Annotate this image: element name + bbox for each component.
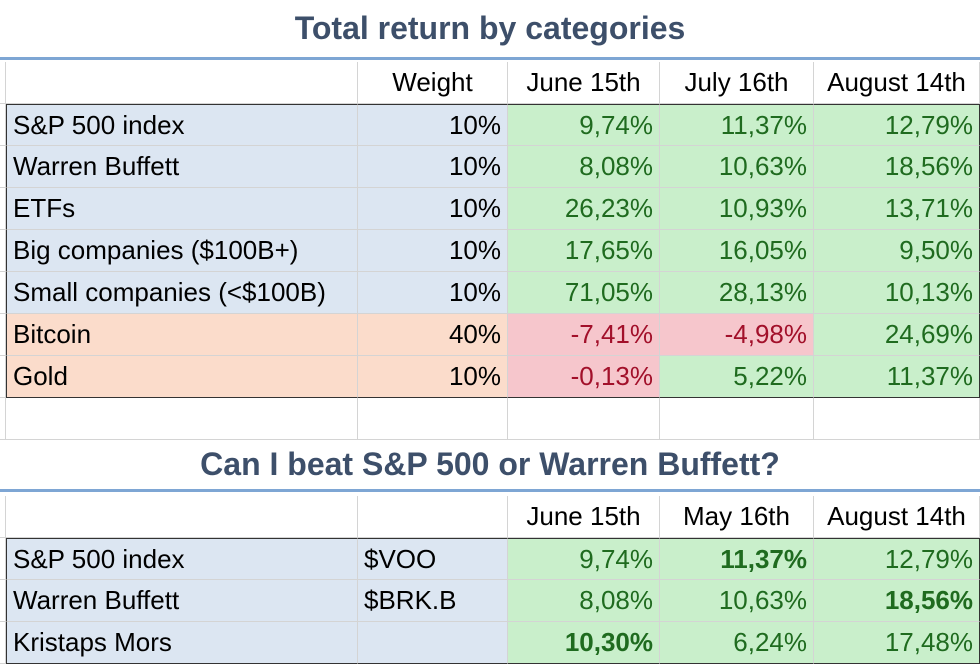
table-row: Gold 10% -0,13% 5,22% 11,37% xyxy=(0,356,980,398)
table-row: Bitcoin 40% -7,41% -4,98% 24,69% xyxy=(0,314,980,356)
table-row: S&P 500 index 10% 9,74% 11,37% 12,79% xyxy=(0,104,980,146)
empty-row xyxy=(0,398,980,440)
row-label: Small companies (<$100B) xyxy=(6,272,358,314)
table-row: S&P 500 index $VOO 9,74% 11,37% 12,79% xyxy=(0,538,980,580)
value-cell: 12,79% xyxy=(814,104,980,146)
value-cell: 24,69% xyxy=(814,314,980,356)
value-cell: 13,71% xyxy=(814,188,980,230)
row-label: S&P 500 index xyxy=(6,538,358,580)
row-label: Big companies ($100B+) xyxy=(6,230,358,272)
weight-cell: 10% xyxy=(358,146,508,188)
table1-header-row: Weight June 15th July 16th August 14th xyxy=(0,62,980,104)
value-cell: 6,24% xyxy=(660,622,814,664)
header-date-3: August 14th xyxy=(814,62,980,104)
weight-cell: 10% xyxy=(358,272,508,314)
value-cell: 17,48% xyxy=(814,622,980,664)
header-date-2: July 16th xyxy=(660,62,814,104)
row-label: Gold xyxy=(6,356,358,398)
weight-cell: 10% xyxy=(358,188,508,230)
value-cell: 9,50% xyxy=(814,230,980,272)
value-cell: 9,74% xyxy=(508,104,660,146)
row-label: Warren Buffett xyxy=(6,146,358,188)
value-cell: 11,37% xyxy=(814,356,980,398)
value-cell: 18,56% xyxy=(814,580,980,622)
table2-title: Can I beat S&P 500 or Warren Buffett? xyxy=(0,440,980,492)
row-label: ETFs xyxy=(6,188,358,230)
value-cell: 9,74% xyxy=(508,538,660,580)
header-date-1: June 15th xyxy=(508,496,660,538)
value-cell: 10,13% xyxy=(814,272,980,314)
ticker-cell: $VOO xyxy=(358,538,508,580)
row-label: Bitcoin xyxy=(6,314,358,356)
table-row: ETFs 10% 26,23% 10,93% 13,71% xyxy=(0,188,980,230)
row-label: S&P 500 index xyxy=(6,104,358,146)
header-date-2: May 16th xyxy=(660,496,814,538)
value-cell: -0,13% xyxy=(508,356,660,398)
table-row: Warren Buffett $BRK.B 8,08% 10,63% 18,56… xyxy=(0,580,980,622)
table-row: Small companies (<$100B) 10% 71,05% 28,1… xyxy=(0,272,980,314)
value-cell: 11,37% xyxy=(660,538,814,580)
value-cell: 17,65% xyxy=(508,230,660,272)
table1-title: Total return by categories xyxy=(0,0,980,60)
row-label: Warren Buffett xyxy=(6,580,358,622)
value-cell: 5,22% xyxy=(660,356,814,398)
value-cell: -7,41% xyxy=(508,314,660,356)
header-date-1: June 15th xyxy=(508,62,660,104)
header-date-3: August 14th xyxy=(814,496,980,538)
header-weight: Weight xyxy=(358,62,508,104)
table-row: Kristaps Mors 10,30% 6,24% 17,48% xyxy=(0,622,980,664)
value-cell: -4,98% xyxy=(660,314,814,356)
weight-cell: 10% xyxy=(358,356,508,398)
value-cell: 10,93% xyxy=(660,188,814,230)
value-cell: 26,23% xyxy=(508,188,660,230)
value-cell: 71,05% xyxy=(508,272,660,314)
row-label: Kristaps Mors xyxy=(6,622,358,664)
weight-cell: 10% xyxy=(358,104,508,146)
ticker-cell: $BRK.B xyxy=(358,580,508,622)
value-cell: 10,63% xyxy=(660,580,814,622)
value-cell: 12,79% xyxy=(814,538,980,580)
table-row: Warren Buffett 10% 8,08% 10,63% 18,56% xyxy=(0,146,980,188)
value-cell: 8,08% xyxy=(508,580,660,622)
table2-header-row: June 15th May 16th August 14th xyxy=(0,496,980,538)
value-cell: 11,37% xyxy=(660,104,814,146)
table-row: Big companies ($100B+) 10% 17,65% 16,05%… xyxy=(0,230,980,272)
value-cell: 28,13% xyxy=(660,272,814,314)
ticker-cell xyxy=(358,622,508,664)
weight-cell: 10% xyxy=(358,230,508,272)
value-cell: 16,05% xyxy=(660,230,814,272)
weight-cell: 40% xyxy=(358,314,508,356)
value-cell: 18,56% xyxy=(814,146,980,188)
value-cell: 8,08% xyxy=(508,146,660,188)
value-cell: 10,63% xyxy=(660,146,814,188)
value-cell: 10,30% xyxy=(508,622,660,664)
